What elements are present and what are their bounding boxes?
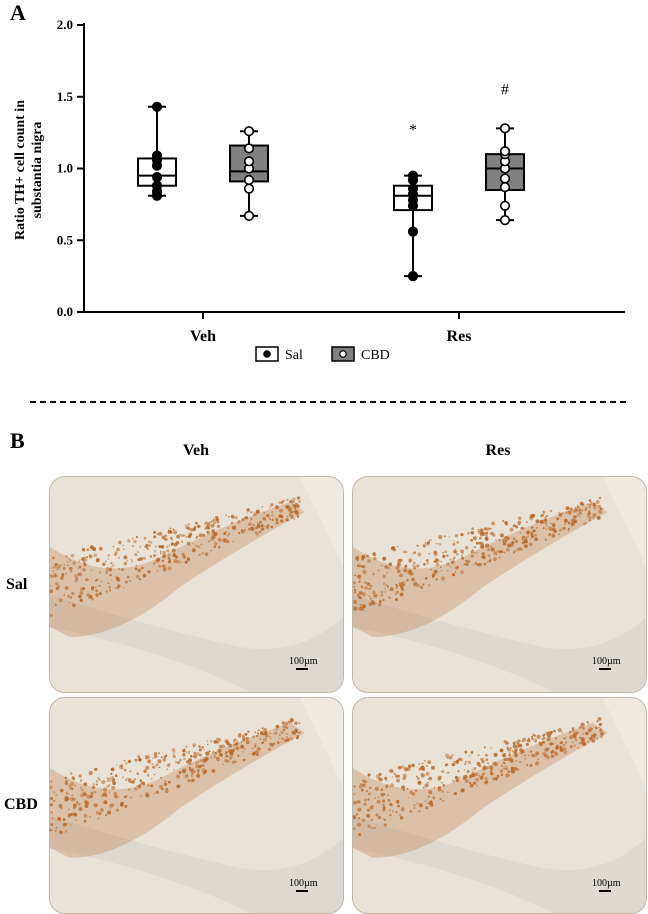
y-tick-label: 0.5 (57, 232, 74, 247)
data-point (243, 210, 255, 221)
data-point (151, 150, 163, 161)
stained-neurons (50, 718, 301, 835)
data-point (499, 173, 511, 184)
box-sal-veh (137, 101, 177, 201)
data-point (151, 172, 163, 183)
tissue-fold (353, 595, 646, 692)
data-point (499, 123, 511, 134)
legend-marker-sal (263, 350, 271, 358)
tissue-edge (603, 477, 646, 567)
stained-neurons (50, 496, 301, 617)
significance-marker: * (409, 122, 417, 139)
tissue-edge (603, 698, 646, 788)
micrograph-sal-res (352, 476, 647, 693)
scale-label-cbd-res: 100µm (592, 878, 621, 889)
legend-label-cbd: CBD (361, 348, 390, 363)
panel-b-letter: B (10, 428, 25, 453)
scale-bar-sal-veh (296, 668, 308, 670)
micrograph-cbd-res (352, 697, 647, 914)
stained-region (353, 502, 608, 637)
y-axis-label: Ratio TH+ cell count in substantia nigra (13, 100, 45, 240)
stained-region (50, 723, 305, 858)
box-plot-chart: 0.0 0.5 1.0 1.5 2.0 Ratio TH+ cell count in su… (13, 17, 625, 363)
tissue-edge (300, 477, 343, 567)
micrograph-cbd-veh-image (50, 698, 343, 913)
tissue-fold (353, 816, 646, 913)
data-point (499, 215, 511, 226)
data-point (151, 101, 163, 112)
y-tick-label: 0.0 (57, 304, 73, 319)
box-cbd-veh (229, 126, 269, 221)
data-point (499, 200, 511, 211)
scale-bar-cbd-veh (296, 890, 308, 892)
scale-label-sal-veh: 100µm (289, 656, 318, 667)
data-point (151, 180, 163, 191)
legend-marker-cbd (339, 350, 347, 358)
data-point (243, 183, 255, 194)
x-tick-label: Res (447, 328, 472, 345)
stained-neurons (353, 717, 604, 837)
data-point (243, 143, 255, 154)
box-cbd-res (485, 123, 525, 226)
x-tick-label: Veh (190, 328, 216, 345)
micrograph-cbd-res-image (353, 698, 646, 913)
legend-label-sal: Sal (285, 348, 303, 363)
panel-a-letter: A (10, 0, 26, 25)
stained-region (50, 502, 305, 637)
scale-label-sal-res: 100µm (592, 656, 621, 667)
row-header-sal: Sal (6, 576, 28, 593)
tissue-fold (50, 595, 343, 692)
data-point (407, 183, 419, 194)
data-point (243, 156, 255, 167)
box-sal-res (393, 170, 433, 282)
micrograph-cbd-veh (49, 697, 344, 914)
micrograph-sal-res-image (353, 477, 646, 692)
data-point (243, 174, 255, 186)
stained-neurons (353, 496, 603, 612)
column-header-res: Res (485, 442, 511, 459)
tissue-edge (300, 698, 343, 788)
significance-marker: # (501, 82, 509, 99)
data-point (407, 170, 419, 181)
y-axis-label-line: Ratio TH+ cell count in (13, 100, 28, 240)
data-point (407, 271, 419, 282)
data-point (499, 146, 511, 157)
scale-bar-sal-res (599, 668, 611, 670)
micrograph-sal-veh (49, 476, 344, 693)
y-axis-label-line: substantia nigra (30, 122, 45, 219)
data-point (499, 182, 511, 193)
tissue-fold (50, 816, 343, 913)
column-header-veh: Veh (182, 442, 210, 459)
y-tick-label: 2.0 (57, 17, 73, 32)
data-point (243, 126, 255, 137)
y-tick-label: 1.5 (57, 89, 74, 104)
micrograph-sal-veh-image (50, 477, 343, 692)
scale-label-cbd-veh: 100µm (289, 878, 318, 889)
row-header-cbd: CBD (4, 796, 38, 813)
y-tick-label: 1.0 (57, 161, 73, 176)
legend: Sal CBD (255, 346, 390, 363)
scale-bar-cbd-res (599, 890, 611, 892)
data-point (407, 226, 419, 237)
panel-divider (30, 401, 626, 403)
